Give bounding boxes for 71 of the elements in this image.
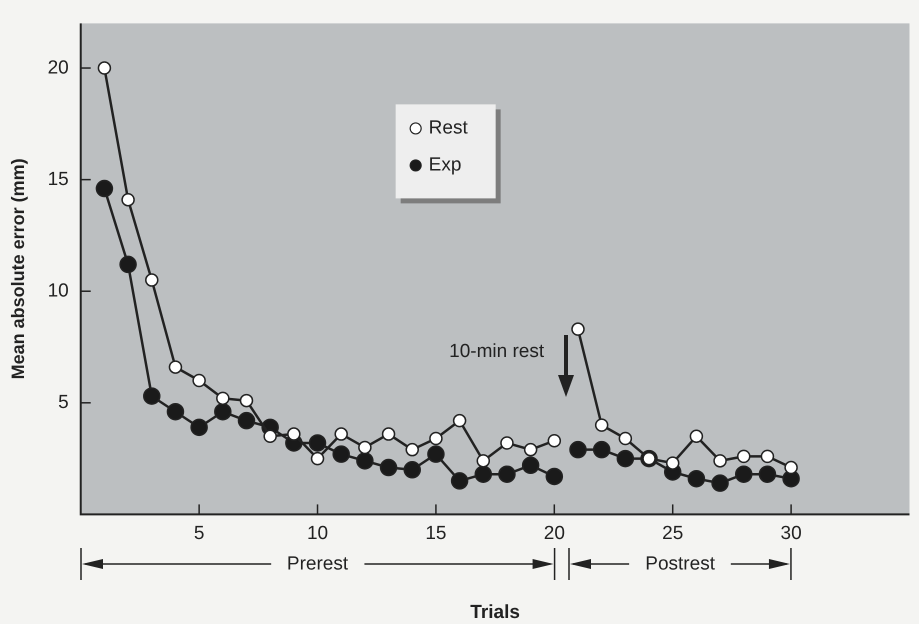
legend-label: Exp <box>428 154 462 176</box>
point <box>618 432 632 446</box>
point <box>450 472 468 490</box>
point <box>358 440 372 454</box>
point <box>334 427 348 441</box>
point <box>287 427 301 441</box>
point <box>784 460 798 474</box>
point <box>332 445 350 463</box>
point <box>216 392 230 406</box>
point <box>524 442 538 456</box>
point <box>476 454 490 468</box>
point <box>569 440 587 458</box>
point <box>380 458 398 476</box>
x-tick-label: 10 <box>306 523 328 544</box>
y-tick-label: 10 <box>48 280 69 302</box>
point <box>166 402 184 420</box>
text: Prerest <box>286 554 349 575</box>
point <box>734 465 752 483</box>
y-tick-label: 15 <box>48 168 69 190</box>
point <box>666 456 680 470</box>
point <box>616 450 634 468</box>
point <box>119 256 137 274</box>
point <box>214 402 232 420</box>
point <box>310 452 324 466</box>
point <box>546 468 564 486</box>
point <box>760 450 774 464</box>
y-tick-label: 5 <box>58 392 69 414</box>
point <box>98 61 112 75</box>
point <box>688 470 706 488</box>
point <box>238 412 256 430</box>
point <box>382 427 396 441</box>
point <box>192 374 206 388</box>
point <box>96 180 114 198</box>
point <box>594 418 608 432</box>
point <box>592 440 610 458</box>
point <box>498 465 516 483</box>
point <box>145 273 159 287</box>
x-tick-label: 30 <box>780 523 802 544</box>
point <box>500 436 514 450</box>
point <box>240 394 254 408</box>
y-axis-title: Mean absolute error (mm) <box>8 158 28 380</box>
point <box>403 461 421 479</box>
x-tick-label: 20 <box>544 523 565 544</box>
point <box>713 454 727 468</box>
point <box>474 465 492 483</box>
point <box>405 442 419 456</box>
point <box>263 430 277 444</box>
x-axis-title: Trials <box>470 602 520 623</box>
x-tick-label: 25 <box>662 523 684 544</box>
point <box>571 322 585 336</box>
legend-label: Rest <box>428 118 468 139</box>
point <box>758 465 776 483</box>
point <box>143 387 161 405</box>
point <box>690 430 704 444</box>
point <box>168 360 182 374</box>
y-tick-label: 20 <box>48 57 69 78</box>
point <box>522 456 540 474</box>
point <box>548 434 562 448</box>
point <box>452 414 466 428</box>
point <box>308 434 326 452</box>
x-tick-label: 5 <box>194 523 204 544</box>
point <box>190 418 208 436</box>
annotation: 10-min rest <box>449 340 545 362</box>
point <box>427 445 445 463</box>
point <box>736 450 750 464</box>
point <box>356 452 374 470</box>
text: Postrest <box>645 554 716 575</box>
point <box>429 432 443 446</box>
point <box>711 474 729 492</box>
point <box>121 192 135 206</box>
x-tick-label: 15 <box>425 523 446 544</box>
